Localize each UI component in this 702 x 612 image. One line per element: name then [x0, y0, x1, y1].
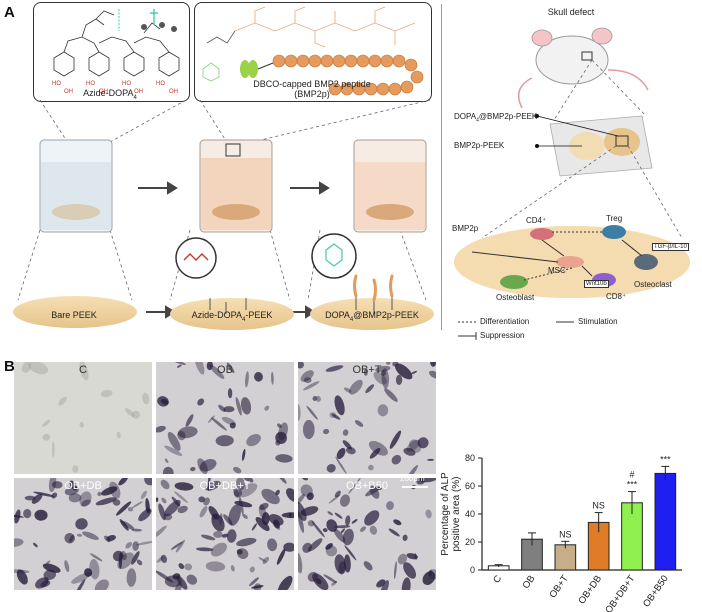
significance-label: NS: [592, 501, 605, 511]
implant-plate-icon: [535, 114, 653, 177]
osteoclast-cell-label: Osteoclast: [634, 280, 672, 289]
svg-text:HO: HO: [52, 81, 61, 87]
beaker-3-icon: [353, 139, 427, 233]
cd4-cell-icon: [530, 228, 554, 240]
alp-photo: OB+DB+T: [156, 478, 294, 590]
msc-cell-icon: [556, 256, 584, 268]
in-vivo-scheme: [454, 27, 690, 340]
azide-dopa-structure-icon: HO HO HO HO OH OH OH OH: [52, 9, 180, 95]
cd4-cell-label: CD4⁺: [526, 216, 547, 225]
zoom-azide-icon: [175, 237, 217, 279]
tgf-label: TGF-β/IL-10: [652, 243, 689, 251]
osteoblast-cell-label: Osteoblast: [496, 293, 535, 302]
azide-dopa-structure-box: HO HO HO HO OH OH OH OH: [33, 2, 190, 102]
svg-text:OH: OH: [169, 89, 178, 95]
fabrication-scheme: [13, 100, 434, 330]
alp-photo: OB+B50: [298, 478, 436, 590]
final-peek-disk-icon: [310, 298, 434, 330]
y-tick-label: 20: [465, 537, 475, 547]
svg-text:HO: HO: [156, 81, 165, 87]
scale-bar: [402, 486, 428, 488]
alp-photo: OB: [156, 362, 294, 474]
implant-label-2: BMP2p-PEEK: [454, 141, 505, 150]
y-tick-label: 60: [465, 481, 475, 491]
peptide-chain-icon: [202, 6, 424, 96]
azide-peek-label: Azide-DOPA4-PEEK: [191, 310, 273, 323]
panel-a-letter: A: [4, 4, 15, 21]
svg-text:OH: OH: [134, 89, 143, 95]
beaker-2-icon: [199, 139, 273, 233]
dbco-peptide-label: DBCO-capped BMP2 peptide (BMP2p): [253, 79, 371, 99]
panel-b-letter: B: [4, 358, 15, 375]
azide-dopa-label: Azide-DOPA4: [83, 88, 137, 101]
svg-text:HO: HO: [122, 81, 131, 87]
legend-stimulation: Stimulation: [578, 317, 618, 326]
treg-cell-label: Treg: [606, 214, 623, 223]
x-tick-label: OB+DB: [576, 573, 604, 606]
svg-text:OH: OH: [99, 89, 108, 95]
dbco-peptide-structure-box: [194, 2, 432, 102]
y-tick-label: 0: [470, 565, 475, 575]
bar: [554, 544, 577, 571]
implant-label-1: DOPA4@BMP2p-PEEK: [454, 112, 538, 124]
significance-label: NS: [559, 529, 572, 539]
mouse-icon: [517, 27, 649, 109]
alp-photo-label: OB+DB: [64, 480, 102, 492]
msc-cell-label: MSC: [548, 266, 566, 275]
legend-suppression: Suppression: [480, 331, 525, 340]
alp-photo-label: OB+T: [352, 364, 382, 376]
osteoclast-cell-icon: [634, 254, 658, 270]
bar: [654, 472, 677, 571]
final-peek-label: DOPA4@BMP2p-PEEK: [325, 310, 419, 323]
bmp2p-cell-label: BMP2p: [452, 224, 479, 233]
svg-text:OH: OH: [64, 89, 73, 95]
skull-defect-label: Skull defect: [547, 7, 595, 17]
svg-text:HO: HO: [86, 81, 95, 87]
cd8-cell-label: CD8⁺: [606, 292, 627, 301]
wnt-label: Wnt10b: [584, 280, 609, 288]
panel-divider: [441, 4, 442, 330]
y-tick-label: 80: [465, 453, 475, 463]
y-axis-label: Percentage of ALPpositive area (%): [440, 472, 462, 556]
alp-photo-label: OB+B50: [346, 480, 388, 492]
osteoblast-cell-icon: [500, 275, 528, 289]
bare-peek-label: Bare PEEK: [51, 310, 97, 320]
legend-differentiation: Differentiation: [480, 317, 530, 326]
alp-photo: OB+DB: [14, 478, 152, 590]
significance-label: ***: [660, 454, 671, 464]
alp-photo-label: OB+DB+T: [199, 480, 251, 492]
alp-photo: OB+T: [298, 362, 436, 474]
x-tick-label: OB+DB+T: [603, 573, 637, 612]
azide-peek-disk-icon: [170, 298, 294, 330]
x-tick-label: OB+B50: [641, 573, 671, 609]
scale-bar-label: 200μm: [400, 474, 425, 483]
beaker-1-icon: [39, 139, 113, 233]
zoom-click-icon: [311, 233, 357, 279]
treg-cell-icon: [602, 225, 626, 239]
y-tick-label: 40: [465, 509, 475, 519]
significance-label: #: [629, 470, 634, 480]
significance-label: ***: [627, 480, 638, 490]
alp-photo: C: [14, 362, 152, 474]
alp-photo-label: C: [79, 364, 87, 376]
x-tick-label: C: [491, 573, 504, 585]
x-tick-label: OB: [521, 573, 538, 591]
bare-peek-disk-icon: [13, 296, 137, 328]
x-tick-label: OB+T: [547, 573, 571, 600]
alp-photo-label: OB: [217, 364, 233, 376]
